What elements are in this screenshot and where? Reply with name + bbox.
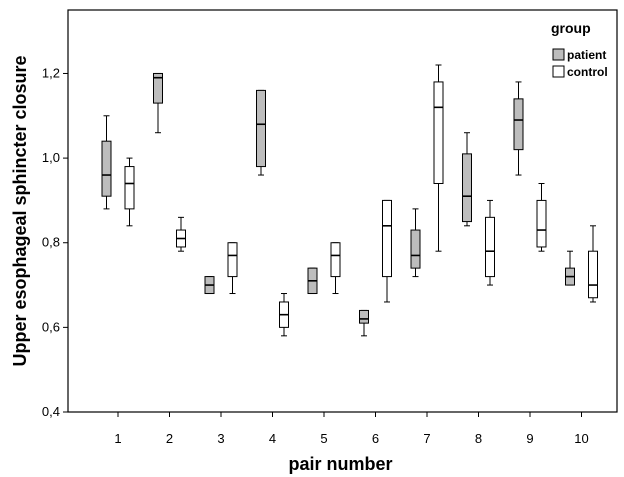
box-iqr xyxy=(227,242,238,278)
x-tick-label: 3 xyxy=(217,431,224,446)
box-control-pair-6 xyxy=(382,199,392,303)
legend-label-control: control xyxy=(567,65,608,79)
box-control-pair-7 xyxy=(433,64,444,252)
y-tick-label: 0,6 xyxy=(42,319,60,334)
box-patient-pair-5 xyxy=(307,267,318,295)
x-tick-label: 9 xyxy=(526,431,533,446)
box-iqr xyxy=(410,229,421,269)
x-tick-label: 6 xyxy=(372,431,379,446)
x-tick-label: 1 xyxy=(114,431,121,446)
box-iqr xyxy=(433,81,444,184)
x-axis-title: pair number xyxy=(288,454,392,474)
legend-title: group xyxy=(551,20,591,36)
box-control-pair-5 xyxy=(330,242,341,295)
y-tick-label: 0,8 xyxy=(42,235,60,250)
box-control-pair-8 xyxy=(485,199,495,286)
x-tick-label: 8 xyxy=(475,431,482,446)
box-iqr xyxy=(588,250,598,299)
box-patient-pair-2 xyxy=(153,72,163,134)
box-iqr xyxy=(101,140,112,197)
box-patient-pair-9 xyxy=(513,81,524,176)
box-iqr xyxy=(513,98,524,151)
legend-swatch-control xyxy=(552,65,565,78)
box-iqr xyxy=(330,242,341,278)
y-axis-title: Upper esophageal sphincter closure xyxy=(10,55,30,366)
box-patient-pair-4 xyxy=(256,89,266,176)
box-iqr xyxy=(359,309,369,324)
x-tick-label: 2 xyxy=(166,431,173,446)
x-tick-label: 4 xyxy=(269,431,276,446)
box-patient-pair-7 xyxy=(410,208,421,278)
box-iqr xyxy=(153,72,163,104)
box-patient-pair-3 xyxy=(204,276,215,295)
box-control-pair-2 xyxy=(176,216,186,252)
box-control-pair-9 xyxy=(536,182,547,252)
legend-label-patient: patient xyxy=(567,48,606,62)
box-patient-pair-6 xyxy=(359,309,369,337)
y-tick-label: 0,4 xyxy=(42,404,60,419)
box-iqr xyxy=(536,199,547,248)
box-patient-pair-1 xyxy=(101,115,112,210)
legend: group patient control xyxy=(551,20,608,79)
plot-area xyxy=(101,64,598,337)
axes: 0,4 0,6 0,8 1,0 1,2 1 2 3 4 5 6 7 8 9 10 pair number Upp… xyxy=(10,9,618,474)
box-control-pair-10 xyxy=(588,225,598,303)
y-tick-label: 1,2 xyxy=(42,65,60,80)
plot-frame xyxy=(67,9,618,413)
box-control-pair-3 xyxy=(227,242,238,295)
box-control-pair-1 xyxy=(124,157,135,227)
legend-swatch-patient xyxy=(552,48,565,61)
y-tick-label: 1,0 xyxy=(42,150,60,165)
box-control-pair-4 xyxy=(279,293,289,337)
x-tick-label: 10 xyxy=(574,431,588,446)
x-tick-label: 7 xyxy=(423,431,430,446)
box-patient-pair-10 xyxy=(565,250,575,286)
box-iqr xyxy=(382,199,392,278)
box-iqr xyxy=(485,216,495,278)
box-iqr xyxy=(124,166,135,210)
box-iqr xyxy=(462,153,472,223)
box-iqr xyxy=(256,89,266,168)
box-patient-pair-8 xyxy=(462,132,472,227)
x-tick-label: 5 xyxy=(320,431,327,446)
